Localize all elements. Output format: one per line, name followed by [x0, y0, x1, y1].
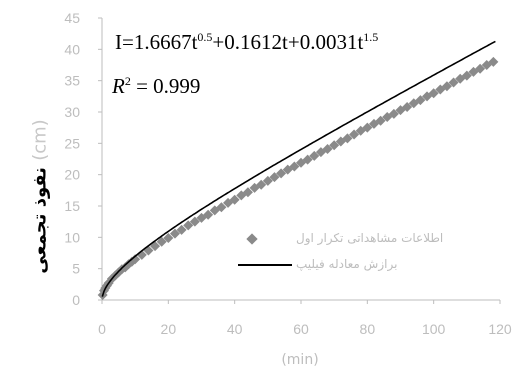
data-point [156, 236, 167, 247]
data-point [461, 70, 472, 81]
fit-line [101, 40, 496, 297]
observed-series [97, 56, 499, 300]
data-point [475, 63, 486, 74]
diamond-marker-icon [246, 233, 258, 245]
line-swatch-icon [238, 264, 292, 266]
x-tick-label: 100 [422, 321, 446, 337]
y-tick-label: 15 [64, 198, 80, 214]
data-point [169, 228, 180, 239]
data-point [249, 182, 260, 193]
data-point [262, 175, 273, 186]
data-point [415, 95, 426, 106]
data-point [216, 202, 227, 213]
data-point [322, 143, 333, 154]
x-axis-label: (min) [281, 352, 319, 368]
data-point [269, 172, 280, 183]
data-point [441, 81, 452, 92]
y-tick-label: 30 [64, 104, 80, 120]
x-tick-labels: 0 20 40 60 80 100 120 [98, 321, 512, 337]
data-point [130, 254, 141, 265]
data-point [289, 161, 300, 172]
data-point [488, 56, 499, 67]
x-tick-label: 20 [161, 321, 177, 337]
y-tick-label: 5 [72, 261, 80, 277]
y-tick-label: 45 [64, 10, 80, 26]
x-tick-label: 40 [227, 321, 243, 337]
data-point [375, 115, 386, 126]
legend-item-observed: اطلاعات مشاهداتی تکرار اول [236, 226, 443, 252]
y-tick-label: 10 [64, 229, 80, 245]
fit-equation: I=1.6667t0.5+0.1612t+0.0031t1.5 [115, 30, 379, 54]
data-point [229, 194, 240, 205]
r-squared: R2 = 0.999 [112, 74, 201, 98]
legend-item-fit: برازش معادله فیلیپ [236, 252, 397, 278]
data-point [183, 220, 194, 231]
data-point [448, 77, 459, 88]
data-point [309, 150, 320, 161]
y-tick-label: 20 [64, 167, 80, 183]
data-point [189, 216, 200, 227]
data-point [276, 168, 287, 179]
data-point [256, 179, 267, 190]
legend: اطلاعات مشاهداتی تکرار اول برازش معادله … [236, 226, 443, 278]
y-tick-label: 40 [64, 41, 80, 57]
axes [98, 17, 501, 304]
data-point [242, 187, 253, 198]
x-tick-label: 0 [98, 321, 106, 337]
data-point [203, 209, 214, 220]
data-point [329, 140, 340, 151]
data-point [362, 122, 373, 133]
data-point [428, 88, 439, 99]
y-tick-label: 0 [72, 292, 80, 308]
data-point [342, 133, 353, 144]
y-tick-label: 35 [64, 73, 80, 89]
data-point [176, 224, 187, 235]
x-tick-label: 80 [360, 321, 376, 337]
x-tick-label: 120 [488, 321, 512, 337]
y-tick-label: 25 [64, 135, 80, 151]
y-tick-labels: 0 5 10 15 20 25 30 35 40 45 [64, 10, 80, 308]
data-point [302, 154, 313, 165]
data-point [402, 101, 413, 112]
x-tick-label: 60 [293, 321, 309, 337]
data-point [163, 232, 174, 243]
data-point [349, 129, 360, 140]
data-point [388, 108, 399, 119]
y-axis-label: نفوذ تجمعی (cm) [29, 119, 51, 274]
